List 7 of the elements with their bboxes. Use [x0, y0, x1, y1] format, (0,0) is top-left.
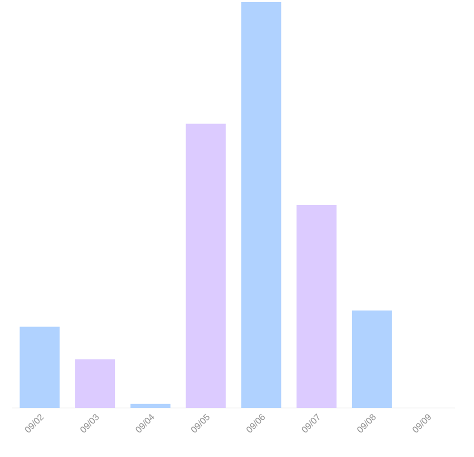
bar [20, 326, 60, 408]
bar [130, 404, 170, 408]
bar [75, 359, 116, 408]
bar [241, 2, 282, 408]
bar [296, 204, 337, 408]
bar [186, 124, 226, 408]
bar [352, 310, 392, 408]
